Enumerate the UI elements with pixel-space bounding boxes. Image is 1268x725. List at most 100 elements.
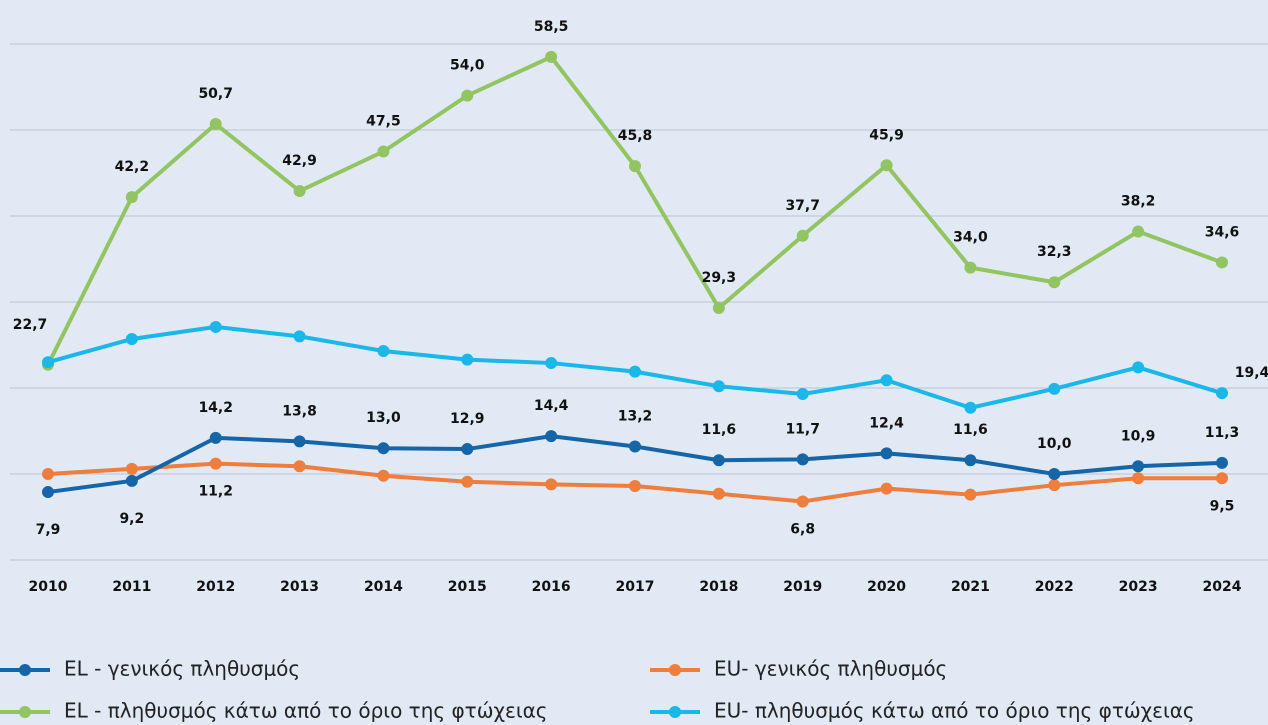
data-label: 13,0 bbox=[366, 410, 401, 426]
point bbox=[629, 366, 641, 378]
point bbox=[377, 146, 389, 158]
data-label: 10,9 bbox=[1121, 428, 1156, 444]
point bbox=[713, 302, 725, 314]
point bbox=[1048, 468, 1060, 480]
data-label: 32,3 bbox=[1037, 244, 1072, 260]
x-tick-label: 2013 bbox=[280, 579, 319, 595]
data-label: 11,3 bbox=[1205, 425, 1240, 441]
x-tick-label: 2020 bbox=[867, 579, 906, 595]
data-label: 54,0 bbox=[450, 58, 485, 74]
point bbox=[881, 447, 893, 459]
point bbox=[210, 432, 222, 444]
data-label: 6,8 bbox=[790, 522, 815, 538]
legend-marker bbox=[669, 664, 681, 676]
line bbox=[48, 57, 1222, 365]
point bbox=[964, 489, 976, 501]
point bbox=[1216, 256, 1228, 268]
point bbox=[797, 453, 809, 465]
point bbox=[881, 483, 893, 495]
point bbox=[797, 388, 809, 400]
point bbox=[881, 159, 893, 171]
data-label: 45,8 bbox=[618, 128, 653, 144]
data-label: 9,2 bbox=[119, 511, 144, 527]
x-tick-label: 2014 bbox=[364, 579, 403, 595]
legend-label: EL - γενικός πληθυσμός bbox=[64, 657, 300, 681]
data-label: 11,7 bbox=[785, 421, 820, 437]
point bbox=[545, 51, 557, 63]
point bbox=[713, 454, 725, 466]
chart: 2010201120122013201420152016201720182019… bbox=[0, 0, 1268, 725]
point bbox=[1048, 383, 1060, 395]
point bbox=[461, 443, 473, 455]
point bbox=[797, 230, 809, 242]
point bbox=[713, 488, 725, 500]
data-label: 12,4 bbox=[869, 415, 904, 431]
point bbox=[42, 356, 54, 368]
point bbox=[210, 458, 222, 470]
data-label: 47,5 bbox=[366, 114, 401, 130]
point bbox=[42, 486, 54, 498]
data-label: 38,2 bbox=[1121, 193, 1156, 209]
point bbox=[126, 191, 138, 203]
point bbox=[629, 480, 641, 492]
legend-label: EU- πληθυσμός κάτω από το όριο της φτώχε… bbox=[714, 699, 1195, 723]
data-label: 9,5 bbox=[1210, 498, 1235, 514]
legend-marker bbox=[19, 706, 31, 718]
point bbox=[42, 468, 54, 480]
data-label: 34,0 bbox=[953, 230, 988, 246]
point bbox=[461, 476, 473, 488]
point bbox=[1048, 276, 1060, 288]
point bbox=[881, 374, 893, 386]
legend-marker bbox=[669, 706, 681, 718]
point bbox=[1132, 472, 1144, 484]
point bbox=[126, 333, 138, 345]
point bbox=[294, 460, 306, 472]
data-label: 42,2 bbox=[115, 159, 150, 175]
data-label: 19,4 bbox=[1235, 365, 1268, 381]
point bbox=[461, 354, 473, 366]
point bbox=[461, 90, 473, 102]
data-label: 11,2 bbox=[198, 484, 233, 500]
point bbox=[629, 160, 641, 172]
point bbox=[1216, 457, 1228, 469]
point bbox=[964, 454, 976, 466]
data-label: 29,3 bbox=[702, 270, 737, 286]
point bbox=[545, 478, 557, 490]
point bbox=[294, 330, 306, 342]
data-label: 12,9 bbox=[450, 411, 485, 427]
point bbox=[210, 118, 222, 130]
x-tick-label: 2011 bbox=[112, 579, 151, 595]
legend-label: EL - πληθυσμός κάτω από το όριο της φτώχ… bbox=[64, 699, 548, 723]
data-label: 58,5 bbox=[534, 19, 569, 35]
x-tick-label: 2024 bbox=[1203, 579, 1242, 595]
data-label: 50,7 bbox=[198, 86, 233, 102]
point bbox=[1132, 361, 1144, 373]
x-tick-label: 2012 bbox=[196, 579, 235, 595]
x-tick-label: 2023 bbox=[1119, 579, 1158, 595]
data-label: 34,6 bbox=[1205, 224, 1240, 240]
x-tick-label: 2016 bbox=[532, 579, 571, 595]
point bbox=[377, 442, 389, 454]
point bbox=[797, 496, 809, 508]
x-tick-label: 2021 bbox=[951, 579, 990, 595]
point bbox=[377, 345, 389, 357]
point bbox=[294, 185, 306, 197]
point bbox=[545, 430, 557, 442]
legend-label: EU- γενικός πληθυσμός bbox=[714, 657, 947, 681]
point bbox=[545, 357, 557, 369]
data-label: 37,7 bbox=[785, 198, 820, 214]
data-label: 13,2 bbox=[618, 408, 653, 424]
point bbox=[377, 470, 389, 482]
x-tick-label: 2015 bbox=[448, 579, 487, 595]
point bbox=[1132, 225, 1144, 237]
point bbox=[964, 262, 976, 274]
point bbox=[964, 402, 976, 414]
x-tick-label: 2022 bbox=[1035, 579, 1074, 595]
point bbox=[629, 440, 641, 452]
data-label: 10,0 bbox=[1037, 436, 1072, 452]
x-tick-label: 2010 bbox=[29, 579, 68, 595]
data-label: 14,4 bbox=[534, 398, 569, 414]
point bbox=[1132, 460, 1144, 472]
point bbox=[294, 435, 306, 447]
data-label: 11,6 bbox=[953, 422, 988, 438]
